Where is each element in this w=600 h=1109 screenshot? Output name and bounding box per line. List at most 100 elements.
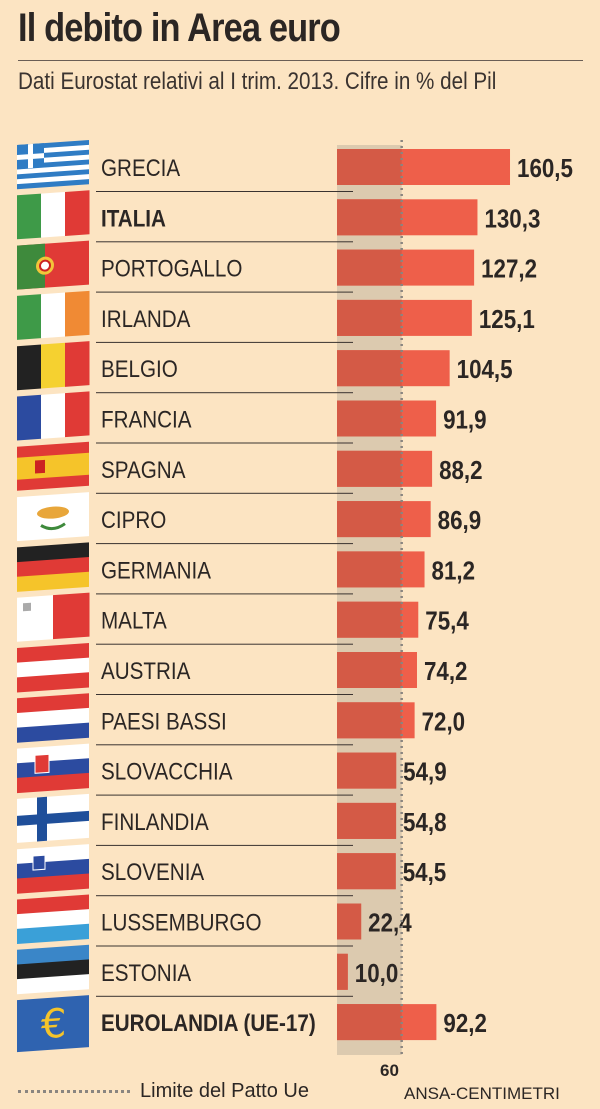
category-label: SLOVACCHIA <box>101 758 233 785</box>
value-label: 10,0 <box>355 959 398 988</box>
bar-below-limit <box>337 853 396 890</box>
bar-below-limit <box>337 1004 402 1041</box>
finland-flag-icon <box>17 793 89 843</box>
category-label: ESTONIA <box>101 959 191 986</box>
portugal-flag-icon <box>17 240 89 290</box>
limit-band <box>337 145 402 1055</box>
reference-tick-label: 60 <box>380 1061 399 1080</box>
row-divider <box>96 492 353 494</box>
row-divider <box>96 191 353 192</box>
value-label: 54,9 <box>403 758 446 787</box>
category-label: CIPRO <box>101 507 166 534</box>
value-label: 54,8 <box>403 808 446 837</box>
cyprus-flag-icon <box>17 492 89 542</box>
row-divider <box>96 995 353 997</box>
germany-flag-icon <box>17 542 89 592</box>
value-label: 81,2 <box>432 557 475 586</box>
bar-below-limit <box>337 903 362 940</box>
slovakia-flag-icon <box>17 743 89 794</box>
chart-subtitle: Dati Eurostat relativi al I trim. 2013. … <box>18 68 497 95</box>
title-divider <box>18 60 583 61</box>
bar-below-limit <box>337 299 402 336</box>
row-divider <box>96 895 353 897</box>
value-label: 92,2 <box>443 1010 486 1039</box>
category-label: SPAGNA <box>101 456 186 483</box>
bar-below-limit <box>337 450 402 487</box>
luxembourg-flag-icon <box>17 894 89 945</box>
category-label: IRLANDA <box>101 305 191 332</box>
netherlands-flag-icon <box>17 693 89 743</box>
value-label: 54,5 <box>403 859 446 888</box>
row-divider <box>96 945 353 947</box>
value-label: 160,5 <box>517 154 573 183</box>
bar-below-limit <box>337 652 402 688</box>
austria-flag-icon <box>17 642 89 693</box>
category-label: BELGIO <box>101 356 178 383</box>
row-divider <box>96 392 353 394</box>
category-label: SLOVENIA <box>101 859 204 886</box>
bar-below-limit <box>337 601 402 638</box>
value-label: 88,2 <box>439 456 482 485</box>
value-label: 125,1 <box>479 305 535 334</box>
malta-flag-icon <box>17 592 90 642</box>
bar-below-limit <box>337 501 402 538</box>
bar-below-limit <box>337 199 402 236</box>
value-label: 74,2 <box>424 657 467 686</box>
italy-flag-icon <box>17 190 90 240</box>
category-label: ITALIA <box>101 205 166 232</box>
bar-below-limit <box>337 702 402 739</box>
category-label: LUSSEMBURGO <box>101 909 262 936</box>
category-label: AUSTRIA <box>101 658 190 685</box>
value-label: 72,0 <box>422 708 465 737</box>
row-divider <box>96 442 353 444</box>
legend-dotted-line <box>18 1090 130 1093</box>
value-label: 130,3 <box>484 205 540 234</box>
row-divider <box>96 844 353 846</box>
bar-below-limit <box>337 149 402 185</box>
value-label: 91,9 <box>443 406 486 435</box>
row-divider <box>96 794 353 796</box>
bar-below-limit <box>337 400 402 437</box>
row-divider <box>96 593 353 595</box>
credit: ANSA-CENTIMETRI <box>404 1084 560 1103</box>
belgium-flag-icon <box>17 341 90 391</box>
estonia-flag-icon <box>17 944 89 995</box>
value-label: 86,9 <box>438 507 481 536</box>
row-divider <box>96 694 353 695</box>
bar-below-limit <box>337 752 397 789</box>
legend-label: Limite del Patto Ue <box>140 1080 309 1102</box>
category-label: MALTA <box>101 607 167 634</box>
row-divider <box>96 744 353 746</box>
value-label: 104,5 <box>457 356 513 385</box>
france-flag-icon <box>17 391 90 441</box>
category-label: GERMANIA <box>101 557 211 584</box>
category-label: EUROLANDIA (UE-17) <box>101 1010 316 1037</box>
category-label: FRANCIA <box>101 406 192 433</box>
slovenia-flag-icon <box>17 844 89 894</box>
row-divider <box>96 291 353 293</box>
greece-flag-icon <box>17 139 89 190</box>
row-divider <box>96 643 353 645</box>
bar-below-limit <box>337 551 402 588</box>
row-divider <box>96 341 353 343</box>
value-label: 22,4 <box>368 909 412 938</box>
spain-flag-icon <box>17 441 89 491</box>
euro-flag-icon: € <box>17 995 89 1053</box>
row-divider <box>96 241 353 243</box>
ireland-flag-icon <box>17 290 90 340</box>
bar-below-limit <box>337 350 402 387</box>
category-label: GRECIA <box>101 155 180 182</box>
bar-below-limit <box>337 953 348 990</box>
value-label: 75,4 <box>425 607 469 636</box>
chart-title: Il debito in Area euro <box>18 6 341 50</box>
legend: Limite del Patto Ue <box>18 1080 309 1103</box>
category-label: FINLANDIA <box>101 808 209 835</box>
svg-text:€: € <box>41 1001 66 1049</box>
category-label: PORTOGALLO <box>101 255 242 282</box>
bar-below-limit <box>337 802 397 839</box>
bar-below-limit <box>337 249 402 286</box>
value-label: 127,2 <box>481 255 537 284</box>
category-label: PAESI BASSI <box>101 708 227 735</box>
row-divider <box>96 543 353 545</box>
